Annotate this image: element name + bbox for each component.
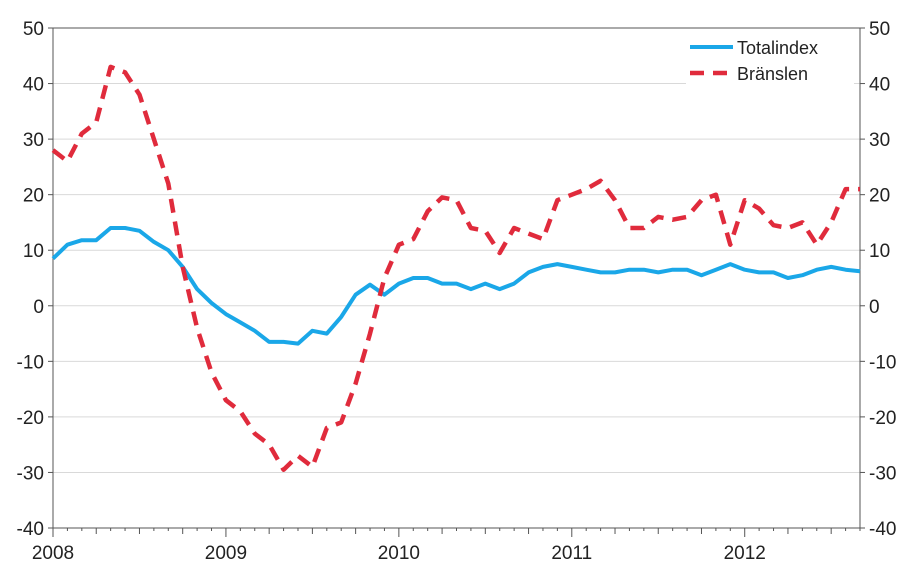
y-tick-label-right: -30	[869, 463, 896, 484]
series-line-totalindex	[51, 226, 861, 346]
y-tick-label-right: 10	[869, 241, 890, 262]
gridlines	[53, 83, 860, 473]
y-tick-label-left: -20	[17, 408, 44, 429]
y-tick-label-left: -30	[17, 463, 44, 484]
x-tick-label: 2011	[551, 543, 592, 564]
y-tick-label-right: -40	[869, 519, 896, 540]
y-tick-label-left: 40	[23, 75, 44, 96]
series-lines	[51, 64, 861, 472]
y-tick-label-right: 20	[869, 186, 890, 207]
y-tick-label-left: 0	[33, 297, 44, 318]
x-tick-label: 2008	[32, 543, 74, 564]
y-tick-label-right: 40	[869, 75, 890, 96]
y-tick-label-right: 30	[869, 130, 890, 151]
legend-box	[686, 33, 854, 95]
y-tick-label-left: 30	[23, 130, 44, 151]
x-tick-label: 2009	[205, 543, 247, 564]
y-tick-label-left: -40	[17, 519, 44, 540]
y-tick-label-left: 20	[23, 186, 44, 207]
legend-label: Bränslen	[737, 64, 808, 84]
y-tick-label-right: -10	[869, 352, 896, 373]
y-tick-label-left: -10	[17, 352, 44, 373]
y-tick-label-right: -20	[869, 408, 896, 429]
y-tick-label-right: 50	[869, 19, 890, 40]
y-tick-label-left: 10	[23, 241, 44, 262]
y-tick-label-right: 0	[869, 297, 880, 318]
legend: Totalindex Bränslen	[686, 33, 854, 95]
legend-label: Totalindex	[737, 38, 818, 58]
x-tick-label: 2012	[724, 543, 766, 564]
y-tick-label-left: 50	[23, 19, 44, 40]
x-tick-label: 2010	[378, 543, 420, 564]
